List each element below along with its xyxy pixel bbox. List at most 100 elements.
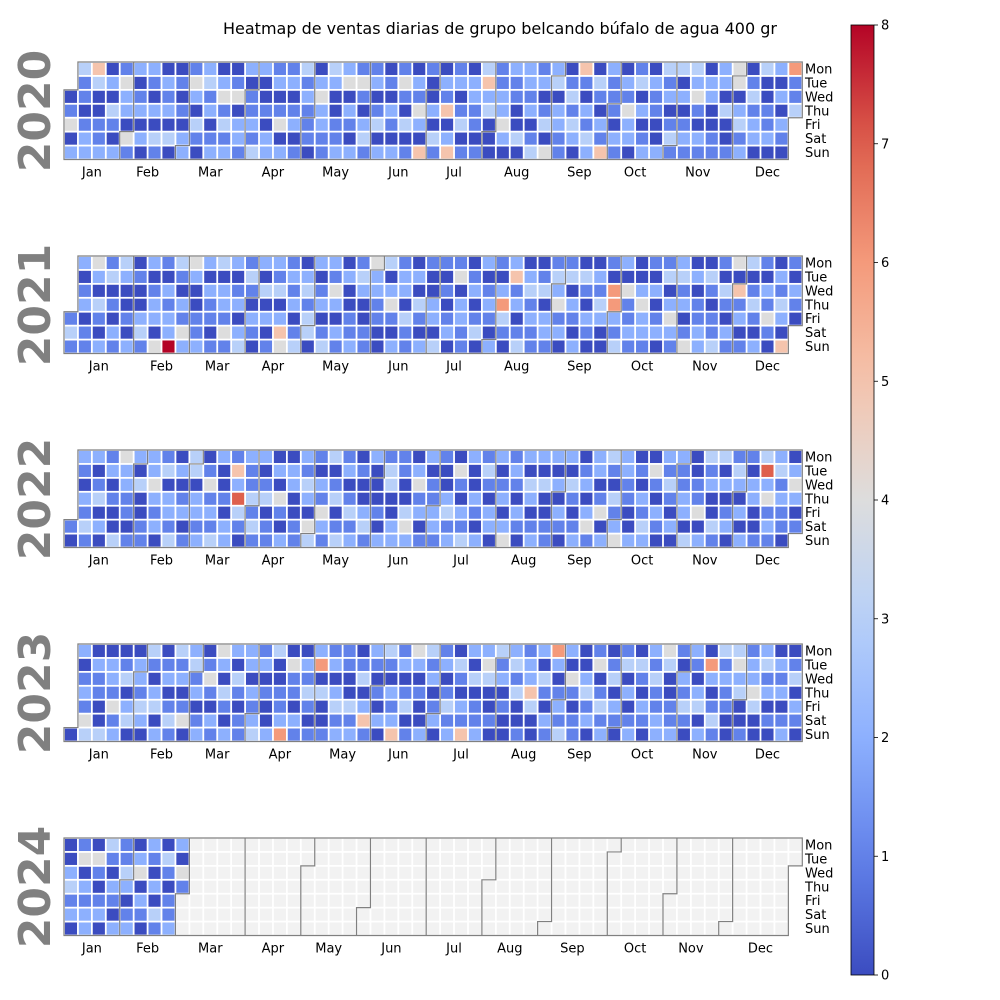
day-cell	[454, 62, 468, 76]
day-cell	[552, 506, 565, 519]
day-cell	[162, 658, 175, 671]
year-label: 2022	[10, 438, 61, 560]
day-cell	[301, 880, 314, 893]
month-boundary	[606, 838, 622, 936]
day-cell	[608, 908, 621, 921]
day-cell	[92, 464, 105, 477]
day-cell	[120, 686, 133, 699]
month-boundary	[676, 644, 692, 742]
day-cell	[204, 118, 217, 131]
day-cell	[747, 658, 760, 671]
day-cell	[677, 90, 690, 103]
day-cell	[343, 728, 356, 741]
day-cell	[524, 270, 537, 283]
day-cell	[385, 686, 398, 699]
weekday-label: Sun	[805, 922, 830, 937]
day-cell	[273, 326, 286, 339]
day-cell	[482, 464, 495, 477]
day-cell	[663, 284, 677, 297]
day-cell	[677, 728, 690, 741]
day-cell	[232, 340, 245, 353]
day-cell	[204, 90, 217, 103]
day-cell	[259, 76, 273, 89]
day-cell	[733, 506, 746, 519]
day-cell	[413, 534, 426, 547]
day-cell	[691, 478, 704, 491]
day-cell	[622, 506, 635, 519]
day-cell	[413, 76, 426, 89]
day-cell	[371, 728, 384, 741]
day-cell	[649, 506, 663, 519]
day-cell	[705, 478, 718, 491]
day-cell	[594, 340, 607, 353]
day-cell	[719, 256, 732, 270]
day-cell	[789, 464, 802, 477]
day-cell	[608, 464, 621, 477]
day-cell	[78, 62, 91, 76]
day-cell	[510, 340, 523, 353]
day-cell	[385, 270, 398, 283]
day-cell	[176, 62, 189, 76]
day-cell	[510, 492, 523, 505]
day-cell	[329, 326, 342, 339]
weekday-label: Thu	[804, 686, 829, 701]
day-cell	[315, 728, 328, 741]
day-cell	[468, 76, 481, 89]
day-cell	[399, 478, 412, 491]
day-cell	[64, 880, 78, 893]
day-cell	[301, 672, 314, 685]
day-cell	[636, 506, 649, 519]
day-cell	[454, 644, 468, 658]
day-cell	[733, 880, 746, 893]
day-cell	[649, 534, 663, 547]
day-cell	[719, 132, 732, 145]
day-cell	[232, 672, 245, 685]
day-cell	[301, 838, 314, 852]
day-cell	[78, 644, 91, 658]
day-cell	[649, 256, 663, 270]
day-cell	[134, 644, 147, 658]
weekday-label: Fri	[805, 894, 821, 909]
day-cell	[482, 326, 495, 339]
day-cell	[190, 118, 203, 131]
day-cell	[789, 672, 802, 685]
day-cell	[580, 478, 593, 491]
day-cell	[245, 478, 259, 491]
day-cell	[176, 644, 189, 658]
day-cell	[566, 298, 579, 311]
day-cell	[482, 520, 495, 533]
day-cell	[218, 464, 231, 477]
day-cell	[691, 852, 704, 865]
day-cell	[649, 728, 663, 741]
day-cell	[385, 478, 398, 491]
day-cell	[594, 284, 607, 297]
day-cell	[677, 146, 690, 159]
day-cell	[120, 894, 133, 907]
day-cell	[761, 118, 774, 131]
day-cell	[259, 340, 273, 353]
day-cell	[106, 312, 119, 325]
day-cell	[259, 728, 273, 741]
day-cell	[441, 714, 454, 727]
day-cell	[259, 146, 273, 159]
day-cell	[468, 62, 481, 76]
day-cell	[510, 880, 523, 893]
day-cell	[580, 464, 593, 477]
day-cell	[454, 658, 468, 671]
month-label: Jul	[445, 942, 462, 957]
day-cell	[524, 326, 537, 339]
day-cell	[259, 922, 273, 935]
day-cell	[552, 118, 565, 131]
day-cell	[454, 76, 468, 89]
day-cell	[190, 728, 203, 741]
day-cell	[232, 644, 245, 658]
day-cell	[775, 284, 788, 297]
day-cell	[524, 76, 537, 89]
day-cell	[357, 298, 370, 311]
day-cell	[622, 146, 635, 159]
day-cell	[287, 450, 300, 464]
day-cell	[636, 256, 649, 270]
day-cell	[775, 90, 788, 103]
colorbar-tick-label: 2	[881, 731, 889, 746]
